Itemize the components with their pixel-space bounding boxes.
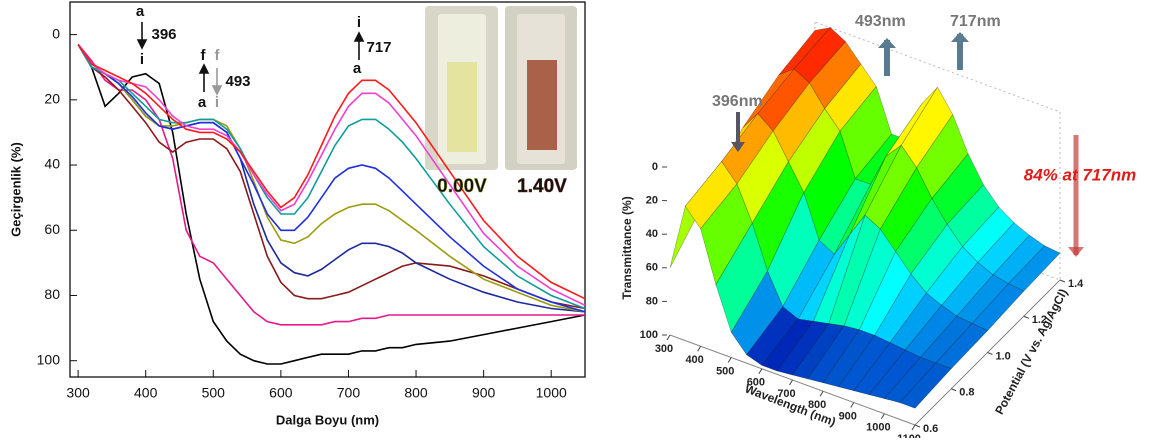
x-tick-label: 600: [747, 377, 765, 389]
x-tick-label: 400: [685, 354, 703, 366]
z-axis-title: Transmittance (%): [620, 196, 634, 299]
y-tick-label: 20: [44, 91, 60, 107]
annotation: a: [136, 3, 145, 20]
x-tick: [880, 413, 885, 420]
arrow-head: [211, 85, 223, 96]
x-tick: [697, 345, 702, 352]
annotation: i: [215, 94, 219, 111]
arrows-gray: [211, 68, 223, 96]
annotation: 717nm: [950, 13, 1001, 30]
surface-patch: [935, 323, 989, 369]
annotation: f: [201, 47, 207, 64]
y-tick-label: 0.8: [959, 387, 974, 399]
annotation: a: [198, 94, 207, 111]
x-tick-label: 700: [777, 388, 795, 400]
z-tick-label: 100: [640, 329, 658, 341]
x-axis-title: Dalga Boyu (nm): [276, 412, 379, 427]
x-tick-label: 300: [655, 343, 673, 355]
surface-patch: [1007, 245, 1061, 292]
y-tick-label: 40: [44, 156, 60, 172]
annotation: 493: [225, 73, 250, 90]
z-tick-label: 80: [646, 295, 658, 307]
arrow-head: [731, 142, 745, 152]
x-tick: [911, 424, 916, 431]
y-tick-label: 0.6: [923, 423, 938, 435]
y-axis-title: Geçirgenlik (%): [8, 142, 23, 237]
annotation: f: [215, 47, 221, 64]
x-tick-label: 600: [269, 385, 293, 401]
x-tick-label: 900: [472, 385, 496, 401]
annotation: a: [353, 60, 362, 77]
y-tick: [987, 352, 993, 355]
series-line: [77, 43, 586, 365]
inset-photos: [425, 6, 577, 170]
plot-frame: [69, 1, 586, 378]
series-line: [77, 43, 586, 313]
annotation: 717: [366, 39, 391, 56]
surface-patch: [899, 362, 952, 409]
annotation: 0.00V: [437, 176, 487, 197]
annotation: 493nm: [855, 13, 906, 30]
x-tick-label: 700: [337, 385, 361, 401]
annotation: i: [357, 14, 361, 31]
series-line: [77, 43, 586, 307]
annotation: 84% at 717nm: [1024, 165, 1136, 184]
y-tick-label: 1.0: [996, 350, 1011, 362]
x-tick-label: 800: [808, 399, 826, 411]
series-line: [77, 43, 585, 326]
surface-patch: [971, 283, 1025, 332]
arrow-head: [198, 63, 210, 74]
arrow-head: [878, 38, 896, 48]
x-tick-label: 1100: [897, 433, 921, 438]
z-tick-label: 20: [646, 195, 658, 207]
x-tick-label: 500: [202, 385, 226, 401]
annotation: 396nm: [712, 93, 763, 110]
film: [447, 62, 477, 152]
arrow-head: [353, 31, 365, 42]
y-tick-label: 1.4: [1068, 278, 1084, 290]
arrow-head: [951, 32, 969, 42]
arrow-head: [136, 39, 148, 50]
y-tick: [1023, 315, 1029, 319]
y-tick: [914, 424, 921, 428]
annotation: i: [140, 51, 144, 68]
z-tick-label: 0: [652, 161, 658, 173]
x-tick-label: 800: [404, 385, 428, 401]
x-tick: [789, 379, 793, 386]
series-line: [77, 43, 586, 310]
y-tick: [951, 388, 957, 392]
z-tick-label: 40: [646, 228, 658, 240]
arrows: [136, 22, 365, 92]
x-tick-label: 1000: [536, 385, 567, 401]
y-tick-label: 80: [44, 286, 60, 302]
annotation: 1.40V: [517, 176, 567, 197]
x-tick: [727, 357, 732, 363]
z-tick-label: 60: [646, 262, 658, 274]
x-tick: [666, 334, 671, 341]
annotation: 396: [151, 26, 176, 43]
y-tick-label: 60: [44, 221, 60, 237]
x-tick-label: 400: [134, 385, 158, 401]
x-tick: [850, 402, 855, 408]
y-tick-label: 1.2: [1032, 314, 1047, 326]
y-tick-label: 100: [37, 351, 61, 367]
film: [527, 60, 557, 150]
x-tick: [819, 390, 824, 397]
x-tick: [758, 368, 763, 375]
y-tick: [1059, 279, 1066, 283]
x-tick-label: 500: [716, 365, 734, 377]
series-line: [77, 43, 586, 313]
x-tick-label: 300: [66, 385, 90, 401]
y-tick-label: 0: [52, 25, 60, 41]
x-tick-label: 1000: [866, 422, 890, 434]
x-tick-label: 900: [839, 410, 857, 422]
series-line: [77, 43, 586, 300]
arrow-head: [1068, 247, 1084, 257]
